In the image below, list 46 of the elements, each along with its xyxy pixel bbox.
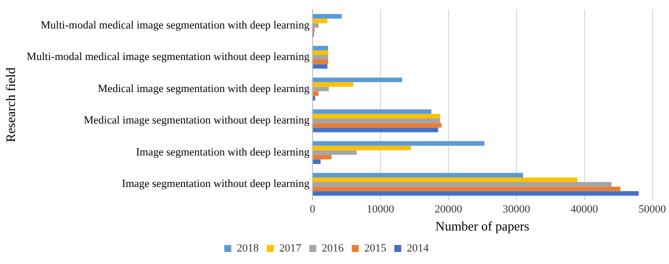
bar [312, 146, 412, 150]
bar [312, 54, 328, 60]
bar [312, 91, 319, 96]
bar [312, 46, 328, 50]
bar [312, 123, 442, 128]
x-tick-label: 50000 [638, 204, 666, 216]
bar [312, 186, 620, 192]
x-axis-title: Number of papers [435, 218, 530, 234]
bar [312, 78, 402, 82]
y-tick-label: Multi-modal medical image segmentation with deep learning [40, 19, 310, 32]
bar [312, 150, 357, 155]
bar [312, 141, 484, 146]
legend-label: 2018 [236, 242, 260, 254]
y-tick-label: Image segmentation with deep learning [136, 146, 310, 158]
legend-label: 2016 [322, 242, 344, 254]
x-tick-label: 40000 [570, 204, 599, 216]
bar [312, 159, 321, 164]
bar [312, 64, 328, 69]
bar [312, 14, 342, 19]
bar [312, 118, 440, 124]
y-tick-label: Image segmentation without deep learning [122, 178, 310, 190]
bar [312, 50, 328, 55]
bar [312, 86, 329, 92]
bar [312, 172, 524, 178]
bar [312, 109, 432, 114]
legend-label: 2014 [406, 242, 430, 254]
y-tick-label: Medical image segmentation with deep learning [98, 82, 310, 95]
x-tick-label: 0 [310, 204, 316, 216]
y-axis-title: Research field [3, 67, 18, 142]
bar [312, 154, 332, 160]
bar [312, 182, 612, 187]
legend-label: 2017 [279, 242, 302, 254]
y-tick-label: Medical image segmentation without deep learning [84, 114, 310, 127]
x-tick-label: 30000 [502, 204, 531, 216]
bar [312, 60, 328, 64]
legend-label: 2015 [364, 242, 387, 254]
y-tick-label: Multi-modal medical image segmentation without deep learning [26, 51, 310, 64]
x-tick-label: 20000 [434, 204, 463, 216]
bar [312, 23, 319, 28]
bar [312, 128, 438, 132]
bar [312, 114, 440, 118]
bar [312, 191, 639, 196]
bar [312, 177, 578, 182]
bar [312, 18, 328, 24]
x-tick-label: 10000 [366, 204, 395, 216]
bar [312, 82, 354, 87]
